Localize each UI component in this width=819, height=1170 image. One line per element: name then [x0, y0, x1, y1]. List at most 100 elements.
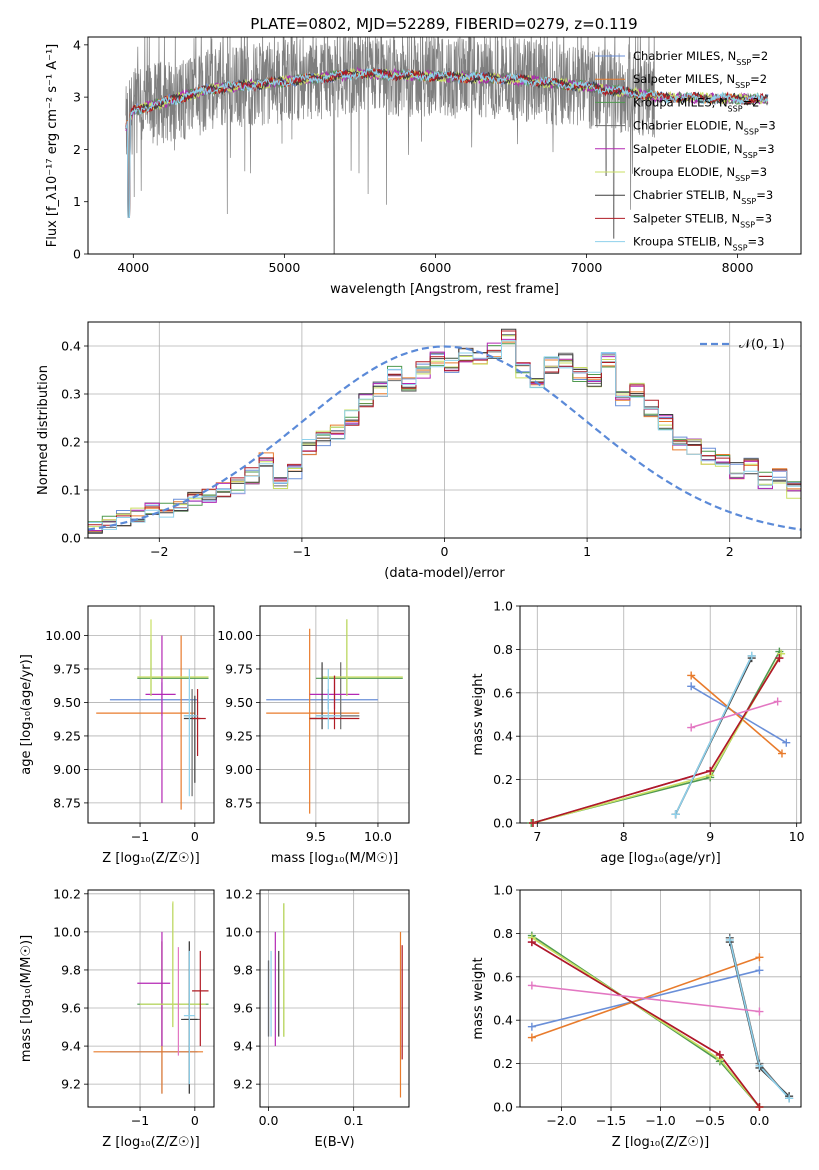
weight_vs_z-line-kroupa-miles [531, 934, 761, 1107]
weight_vs_z-y-tick-label: 0.2 [493, 1056, 513, 1071]
spectrum-ylabel: Flux [f_λ10⁻¹⁷ erg cm⁻² s⁻¹ A⁻¹] [45, 44, 60, 248]
legend-subscript: SSP [744, 127, 759, 136]
age_vs_z-y-tick-label: 9.25 [53, 728, 81, 743]
weight_vs_z-marker-salpeter-stelib [527, 938, 536, 947]
age_vs_mass-y-tick-label: 8.75 [225, 795, 253, 810]
mass_vs_z-x-tick-label: 0 [191, 1113, 199, 1128]
weight_vs_z-marker-salpeter-miles [755, 953, 764, 962]
residuals-y-tick-label: 0.3 [61, 387, 81, 402]
mass_vs_z-y-tick-label: 10.0 [53, 924, 81, 939]
weight_vs_z-x-tick-label: −0.5 [695, 1113, 725, 1128]
weight_vs_z-line-extra [531, 984, 760, 1013]
spectrum-model-line-kroupa-stelib [125, 67, 769, 218]
mass_vs_z-y-tick-label: 10.2 [53, 886, 81, 901]
mass_vs_z-x-tick-label: −1 [131, 1113, 149, 1128]
mass_vs_ebv-y-tick-label: 9.6 [233, 1001, 253, 1016]
weight_vs_age-y-tick-label: 0.6 [493, 685, 513, 700]
age_vs_mass-panel: 9.5 10.0 8.75 9.00 9.25 9.50 9.75 10.00 mass [lo… [217, 605, 410, 866]
mass_vs_z-ylabel: mass [log₁₀(M/M☉)] [19, 935, 34, 1062]
residuals-legend-label: 𝒩(0, 1) [739, 336, 785, 351]
mass_vs_ebv-xlabel: E(B-V) [314, 1135, 354, 1150]
spectrum-model-line-chabrier-elodie [125, 68, 769, 218]
age_vs_z-frame [87, 605, 215, 824]
weight_vs_z-x-tick-label: 0.0 [749, 1113, 769, 1128]
age_vs_z-xlabel: Z [log₁₀(Z/Z☉)] [102, 851, 199, 866]
weight_vs_z-marker-extra [527, 981, 536, 990]
spectrum-x-tick-label: 6000 [420, 260, 452, 275]
weight_vs_z-marker-chabrier-miles [527, 1022, 536, 1031]
age_vs_z-y-tick-label: 10.00 [45, 628, 81, 643]
age_vs_mass-xlabel: mass [log₁₀(M/M☉)] [271, 851, 398, 866]
legend-count: =3 [759, 119, 776, 133]
age_vs_mass-y-tick-label: 9.25 [225, 728, 253, 743]
legend-count: =2 [743, 95, 760, 109]
mass_vs_ebv-x-tick-label: 0.0 [259, 1113, 279, 1128]
legend-entry: Chabrier ELODIE, NSSP=3 [633, 119, 776, 137]
weight_vs_age-x-tick-label: 7 [533, 829, 541, 844]
weight_vs_z-marker-kroupa-stelib [725, 935, 734, 944]
mass_vs_z-plot-area [93, 901, 209, 1094]
weight_vs_z-marker-salpeter-stelib [715, 1050, 724, 1059]
weight_vs_age-line-kroupa-stelib [674, 655, 753, 815]
weight_vs_age-y-tick-label: 0.2 [493, 772, 513, 787]
weight_vs_z-line-salpeter-miles [531, 956, 760, 1039]
legend-count: =3 [748, 235, 765, 249]
age_vs_mass-y-tick-label: 9.50 [225, 695, 253, 710]
residuals-y-tick-label: 0.4 [61, 339, 81, 354]
legend-subscript: SSP [740, 220, 755, 229]
mass_vs_ebv-y-tick-label: 9.8 [233, 962, 253, 977]
weight_vs_age-x-tick-label: 9 [706, 829, 714, 844]
mass_vs_ebv-y-tick-label: 10.0 [225, 924, 253, 939]
legend-count: =3 [755, 211, 772, 225]
residuals-y-tick-label: 0.2 [61, 435, 81, 450]
age_vs_mass-y-tick-label: 9.75 [225, 661, 253, 676]
residuals-histogram-kroupa-stelib [88, 340, 801, 530]
legend-subscript: SSP [743, 150, 758, 159]
legend-count: =3 [750, 165, 767, 179]
legend-entry: Chabrier STELIB, NSSP=3 [633, 188, 773, 206]
age_vs_mass-plot-area [266, 619, 403, 814]
legend-subscript: SSP [728, 104, 743, 113]
age_vs_z-y-tick-label: 9.75 [53, 661, 81, 676]
spectrum-observed-line [125, 37, 655, 254]
residuals-y-tick-label: 0.0 [61, 531, 81, 546]
spectrum-y-tick-label: 0 [73, 247, 81, 262]
spectrum-y-tick-label: 4 [73, 37, 81, 52]
weight_vs_age-y-tick-label: 0.4 [493, 729, 513, 744]
age_vs_z-x-tick-label: −1 [131, 829, 149, 844]
weight_vs_age-y-tick-label: 0.0 [493, 816, 513, 831]
legend-count: =3 [756, 188, 773, 202]
weight_vs_z-line-salpeter-stelib [531, 941, 761, 1107]
mass_vs_ebv-y-tick-label: 10.2 [225, 886, 253, 901]
weight_vs_z-marker-chabrier-miles [755, 966, 764, 975]
weight_vs_age-marker-salpeter-miles [777, 749, 786, 758]
weight_vs_z-y-tick-label: 1.0 [493, 883, 513, 898]
weight_vs_age-line-salpeter-stelib [532, 657, 781, 823]
weight_vs_z-line-salpeter-elodie [531, 941, 761, 1107]
weight_vs_age-x-tick-label: 8 [620, 829, 628, 844]
residuals-x-tick-label: −1 [293, 544, 311, 559]
weight_vs_age-marker-chabrier-miles [687, 682, 696, 691]
legend-count: =3 [758, 142, 775, 156]
legend-entry: Kroupa STELIB, NSSP=3 [633, 235, 764, 253]
spectrum-x-tick-label: 7000 [571, 260, 603, 275]
weight_vs_z-x-tick-label: −1.0 [645, 1113, 675, 1128]
spectrum-x-tick-label: 5000 [268, 260, 300, 275]
age_vs_z-y-tick-label: 9.00 [53, 762, 81, 777]
weight_vs_age-plot-area [531, 651, 787, 823]
weight_vs_age-marker-salpeter-stelib [528, 819, 537, 827]
mass_vs_z-y-tick-label: 9.8 [61, 962, 81, 977]
spectrum-xlabel: wavelength [Angstrom, rest frame] [330, 282, 559, 297]
weight_vs_age-marker-kroupa-stelib [747, 651, 756, 660]
mass_vs_ebv-y-tick-label: 9.2 [233, 1077, 253, 1092]
residuals-x-tick-label: 0 [441, 544, 449, 559]
age_vs_z-plot-area [96, 619, 209, 810]
spectrum-x-tick-label: 8000 [722, 260, 754, 275]
weight_vs_age-frame [519, 605, 802, 824]
age_vs_mass-x-tick-label: 10.0 [364, 829, 392, 844]
mass_vs_z-grid [88, 890, 214, 1107]
weight_vs_age-x-tick-label: 10 [789, 829, 805, 844]
weight_vs_z-marker-extra [755, 1007, 764, 1016]
legend-subscript: SSP [733, 243, 748, 252]
legend-subscript: SSP [735, 174, 750, 183]
